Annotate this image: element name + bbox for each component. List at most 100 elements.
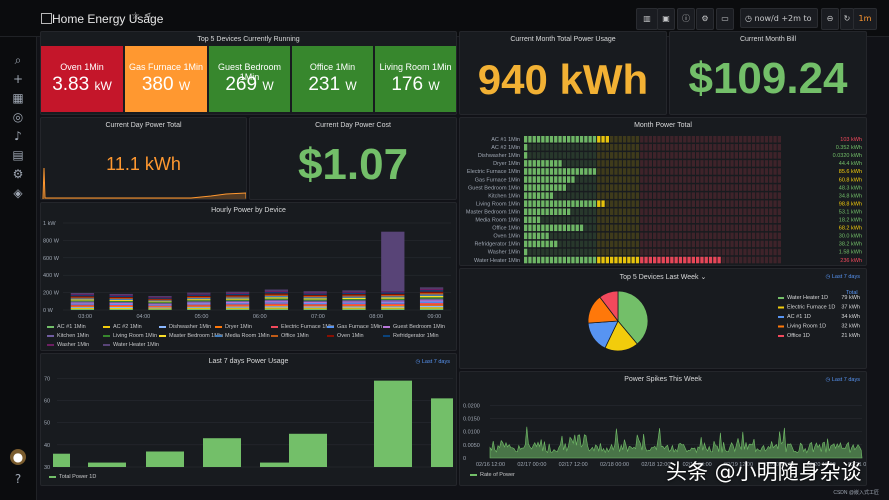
legend-item[interactable]: Dishwasher 1Min: [159, 324, 211, 330]
legend-item[interactable]: Guest Bedroom 1Min: [383, 324, 445, 330]
settings-gear-icon[interactable]: ⚙: [696, 8, 714, 30]
refresh-icon[interactable]: ↻: [840, 8, 854, 30]
time-range-picker[interactable]: ◷ now/d +2m to now ⌄: [740, 8, 818, 43]
legend-item[interactable]: Gas Furnace 1Min: [327, 324, 382, 330]
legend-item[interactable]: AC #1 1Min: [47, 324, 86, 330]
legend-item[interactable]: Dryer 1Min: [215, 324, 252, 330]
legend-item[interactable]: Electric Furnace 1Min: [271, 324, 334, 330]
stat-number: 380: [141, 74, 174, 95]
gauge-cell: [691, 168, 695, 175]
gauge-cell: [528, 232, 532, 240]
legend-item[interactable]: Office 1Min: [271, 333, 309, 339]
dashboards-icon[interactable]: ▦: [12, 91, 24, 105]
dashboard-title[interactable]: Home Energy Usage: [52, 12, 164, 26]
legend-item[interactable]: Water Heater 1Min: [103, 342, 159, 348]
bar-segment: [70, 294, 95, 296]
gauge-cell: [683, 208, 687, 215]
gauge-cell: [562, 160, 566, 167]
gauge-cell: [661, 144, 665, 151]
gauge-cell: [549, 248, 554, 256]
add-panel-icon[interactable]: ▥: [636, 8, 658, 30]
zoom-out-icon[interactable]: ⊖: [821, 8, 839, 30]
watermark-text: 头条 @小明随身杂谈: [666, 460, 862, 484]
legend-item[interactable]: Rate of Power: [470, 472, 515, 478]
star-icon[interactable]: ☆: [131, 11, 140, 22]
gauge-cell: [627, 160, 631, 167]
gauge-cell: [562, 136, 566, 143]
gear-icon[interactable]: ⚙: [12, 167, 24, 181]
gauge-cell: [696, 256, 700, 264]
save-icon[interactable]: ▣: [657, 8, 675, 30]
gauge-cell: [726, 152, 730, 159]
gauge-cell: [708, 152, 713, 159]
bar-segment: [70, 299, 95, 301]
gauge-cell: [610, 208, 614, 215]
x-tick-label: 02/20 12:00: [807, 462, 836, 468]
legend-item[interactable]: Refridgerator 1Min: [383, 333, 439, 339]
legend-item[interactable]: Media Room 1Min: [215, 333, 270, 339]
gauge-cell: [545, 136, 549, 143]
gauge-cell: [670, 208, 674, 215]
pie-slice[interactable]: [617, 290, 649, 345]
pie-slice[interactable]: [599, 290, 619, 323]
bar-segment: [70, 293, 95, 295]
gauge-cell: [524, 232, 528, 240]
gauge-cell: [528, 168, 532, 175]
help-icon[interactable]: ?: [14, 472, 22, 486]
gauge-cell: [567, 152, 571, 159]
search-icon[interactable]: ⌕: [14, 53, 22, 67]
legend-label[interactable]: AC #1 1D: [787, 314, 811, 320]
time-badge: ◷ Last 7 days: [415, 359, 450, 365]
gauge-cell: [683, 184, 687, 191]
gauge-cell: [739, 168, 743, 175]
legend-item[interactable]: Kitchen 1Min: [47, 333, 89, 339]
gauge-cell: [691, 192, 695, 199]
alerting-bell-icon[interactable]: ♪: [14, 129, 22, 143]
legend-label[interactable]: Living Room 1D: [787, 324, 826, 330]
bar-segment: [148, 306, 172, 308]
stat-value: 380 W: [125, 74, 207, 96]
legend-total-header[interactable]: Total: [846, 290, 858, 296]
bar-segment: [381, 308, 405, 310]
stat-number: 176: [391, 74, 424, 95]
legend-label[interactable]: Office 1D: [787, 333, 810, 339]
tv-mode-icon[interactable]: ▭: [716, 8, 734, 30]
legend-item[interactable]: Living Room 1Min: [103, 333, 157, 339]
gauge-cell: [545, 200, 549, 207]
share-icon[interactable]: ⋖: [144, 11, 152, 21]
legend-label[interactable]: Water Heater 1D: [787, 295, 828, 301]
gauge-cell: [592, 160, 597, 167]
panel-title[interactable]: Top 5 Devices Last Week ⌄: [619, 274, 707, 281]
bar-segment: [187, 292, 211, 294]
gauge-cell: [592, 184, 597, 191]
plus-icon[interactable]: +: [12, 72, 24, 86]
gauge-cell: [657, 176, 661, 183]
explore-icon[interactable]: ◎: [12, 110, 24, 124]
gauge-cell: [678, 256, 683, 264]
document-icon[interactable]: ▤: [12, 148, 24, 162]
info-icon[interactable]: ⓘ: [677, 8, 695, 30]
gauge-cell: [545, 184, 549, 191]
gauge-cell: [683, 160, 687, 167]
legend-item[interactable]: Washer 1Min: [47, 342, 89, 348]
gauge-cell: [610, 240, 614, 248]
gauge-cell: [627, 184, 631, 191]
legend-item[interactable]: Master Bedroom 1Min: [159, 333, 223, 339]
gauge-cell: [640, 168, 644, 175]
shield-icon[interactable]: ◈: [13, 186, 23, 200]
gauge-cell: [554, 248, 558, 256]
gauge-cell: [687, 248, 691, 256]
legend-item[interactable]: AC #2 1Min: [103, 324, 142, 330]
gauge-cell: [704, 176, 708, 183]
gauge-cell: [704, 152, 708, 159]
gauge-cell: [541, 208, 545, 215]
gauge-cell: [704, 224, 708, 232]
legend-item[interactable]: Oven 1Min: [327, 333, 364, 339]
stat-unit: W: [345, 79, 357, 93]
gauge-cell: [635, 144, 640, 151]
refresh-interval-picker[interactable]: 1m: [853, 8, 877, 30]
avatar[interactable]: ●: [10, 449, 26, 465]
legend-swatch: [327, 334, 334, 337]
legend-label[interactable]: Electric Furnace 1D: [787, 305, 835, 311]
legend-item[interactable]: Total Power 1D: [49, 474, 96, 480]
